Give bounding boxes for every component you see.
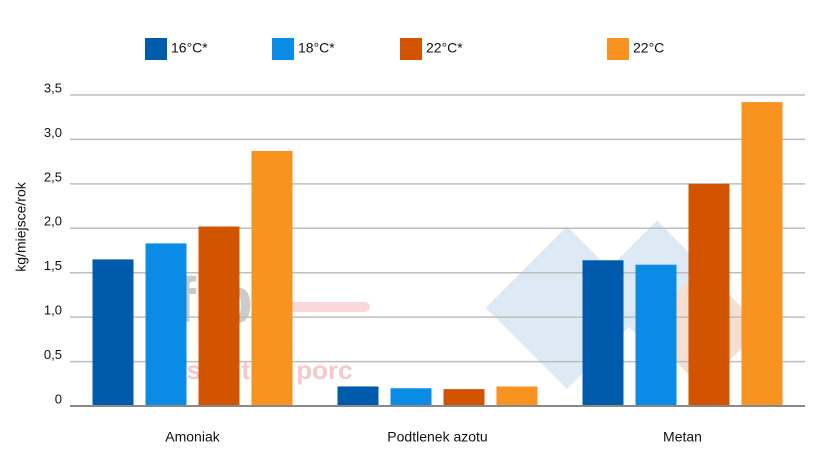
bar [145,243,187,406]
bar [390,388,432,406]
bar [741,102,783,406]
legend-label: 16°C* [171,40,208,56]
x-tick-label: Podtlenek azotu [387,429,487,445]
bar [443,389,485,406]
y-tick-label: 0 [55,391,62,406]
y-tick-label: 1,0 [44,303,62,318]
legend-label: 22°C [633,40,664,56]
legend-label: 18°C* [298,40,335,56]
bar [496,386,538,406]
y-tick-label: 2,0 [44,214,62,229]
bar [635,264,677,406]
x-tick-label: Amoniak [165,429,220,445]
legend-swatch [400,38,422,60]
y-tick-label: 2,5 [44,169,62,184]
x-tick-label: Metan [663,429,702,445]
y-tick-label: 3,0 [44,125,62,140]
bar [688,183,730,406]
bar [582,260,624,406]
bar [198,226,240,406]
legend-swatch [145,38,167,60]
legend-label: 22°C* [426,40,463,56]
y-tick-label: 1,5 [44,258,62,273]
bar [92,259,134,406]
legend-swatch [272,38,294,60]
y-tick-label: 3,5 [44,80,62,95]
legend-swatch [607,38,629,60]
y-tick-label: 0,5 [44,347,62,362]
bar [337,386,379,406]
bar [251,150,293,406]
y-axis-label: kg/miejsce/rok [13,181,29,271]
